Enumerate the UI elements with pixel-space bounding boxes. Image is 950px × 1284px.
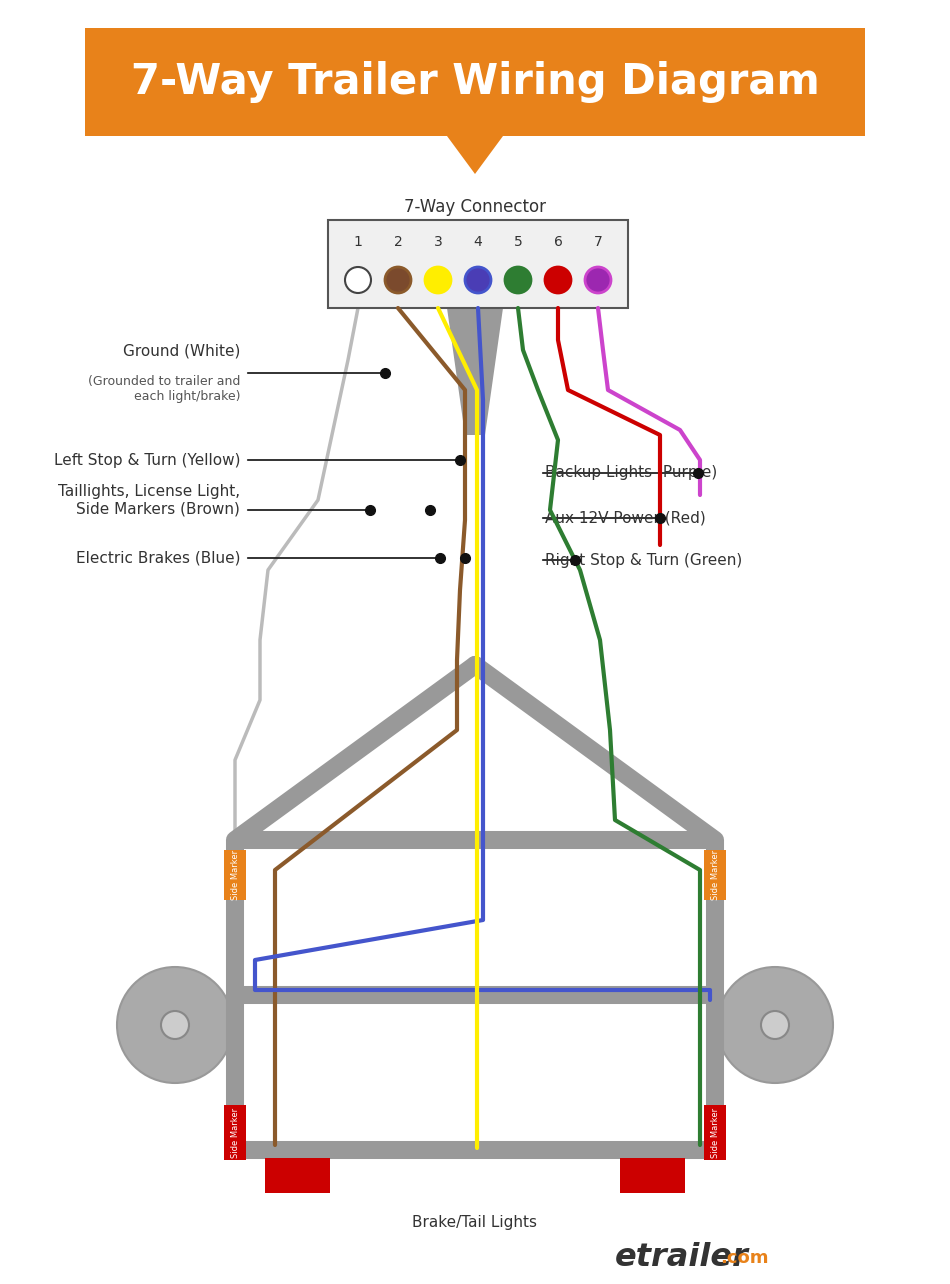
FancyBboxPatch shape <box>224 1106 246 1159</box>
Text: Aux 12V Power (Red): Aux 12V Power (Red) <box>545 511 706 525</box>
Text: 7-Way Connector: 7-Way Connector <box>404 198 546 216</box>
Text: Electric Brakes (Blue): Electric Brakes (Blue) <box>75 551 240 565</box>
Circle shape <box>505 267 531 293</box>
FancyBboxPatch shape <box>224 850 246 900</box>
FancyBboxPatch shape <box>265 1158 330 1193</box>
Circle shape <box>717 967 833 1082</box>
Circle shape <box>425 267 451 293</box>
Text: Side Marker: Side Marker <box>711 850 719 900</box>
Text: 4: 4 <box>474 235 483 249</box>
FancyBboxPatch shape <box>328 220 628 308</box>
Text: 7: 7 <box>594 235 602 249</box>
Circle shape <box>345 267 371 293</box>
Text: Taillights, License Light,
Side Markers (Brown): Taillights, License Light, Side Markers … <box>58 484 240 516</box>
Text: .com: .com <box>720 1249 769 1267</box>
Circle shape <box>161 1011 189 1039</box>
Circle shape <box>465 267 491 293</box>
Polygon shape <box>447 136 503 175</box>
Circle shape <box>545 267 571 293</box>
Text: Side Marker: Side Marker <box>231 850 239 900</box>
FancyBboxPatch shape <box>85 28 865 136</box>
Circle shape <box>761 1011 789 1039</box>
Text: 6: 6 <box>554 235 562 249</box>
Text: 3: 3 <box>433 235 443 249</box>
Text: 5: 5 <box>514 235 522 249</box>
Text: 1: 1 <box>353 235 363 249</box>
Text: 2: 2 <box>393 235 403 249</box>
Text: Brake/Tail Lights: Brake/Tail Lights <box>412 1216 538 1230</box>
Text: 7-Way Trailer Wiring Diagram: 7-Way Trailer Wiring Diagram <box>130 62 819 103</box>
Text: Ground (White): Ground (White) <box>123 343 240 358</box>
Circle shape <box>385 267 411 293</box>
FancyBboxPatch shape <box>704 1106 726 1159</box>
Text: (Grounded to trailer and
each light/brake): (Grounded to trailer and each light/brak… <box>87 375 240 403</box>
Polygon shape <box>447 308 503 435</box>
Text: Side Marker: Side Marker <box>711 1107 719 1158</box>
Text: Backup Lights (Purple): Backup Lights (Purple) <box>545 466 717 480</box>
Circle shape <box>585 267 611 293</box>
FancyBboxPatch shape <box>620 1158 685 1193</box>
Text: Right Stop & Turn (Green): Right Stop & Turn (Green) <box>545 552 742 568</box>
Text: etrailer: etrailer <box>615 1243 749 1274</box>
FancyBboxPatch shape <box>704 850 726 900</box>
Circle shape <box>117 967 233 1082</box>
Text: Side Marker: Side Marker <box>231 1107 239 1158</box>
Text: Left Stop & Turn (Yellow): Left Stop & Turn (Yellow) <box>53 452 240 467</box>
